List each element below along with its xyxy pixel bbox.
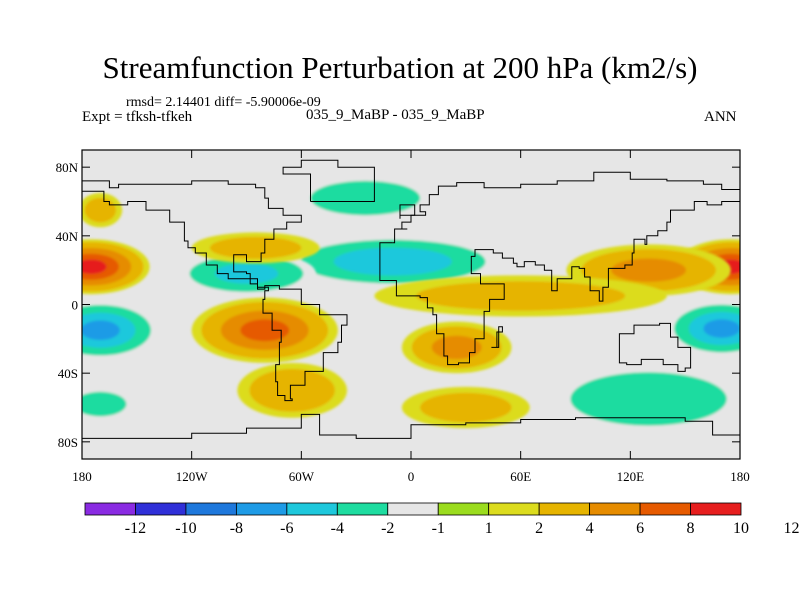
colorbar-label-2: -8: [230, 520, 243, 537]
anomaly-2: [82, 301, 159, 360]
colorbar-box-5: [336, 502, 389, 516]
colorbar-box-2: [185, 502, 237, 516]
coastline-2: [392, 171, 740, 244]
anomaly-0-level-4: [82, 259, 107, 274]
x-tick-label-5: 120E: [617, 469, 645, 484]
colorbar-label-11: 8: [687, 520, 695, 537]
anomaly-12-level-1: [84, 197, 116, 223]
colorbar-label-4: -4: [331, 520, 344, 537]
case-label: 035_9_MaBP - 035_9_MaBP: [306, 107, 485, 123]
colorbar-box-0: [84, 502, 136, 516]
coastline-4: [618, 322, 692, 372]
colorbar-box-10: [589, 502, 641, 516]
anomaly-13: [374, 275, 667, 317]
anomaly-7: [283, 235, 503, 288]
colorbar-box-7: [437, 502, 490, 516]
coastline-3: [379, 192, 740, 366]
colorbar-box-12: [690, 502, 742, 516]
colorbar-box-6: [387, 502, 439, 516]
coastline-6: [491, 326, 503, 348]
season-label: ANN: [704, 109, 737, 125]
colorbar-label-9: 4: [586, 520, 594, 537]
anomaly-14: [548, 364, 740, 434]
anomaly-9-level-1: [310, 180, 421, 216]
axes: 80N 40N 0 40S 80S 180 120W 60W 0 60E 120E 180: [56, 150, 750, 484]
y-tick-label-1: 40N: [56, 229, 79, 244]
colorbar-label-0: -12: [125, 520, 146, 537]
colorbar-label-1: -10: [175, 520, 196, 537]
coastline-0: [82, 180, 348, 402]
anomaly-11-level-1: [209, 236, 302, 259]
colorbar-box-11: [639, 502, 691, 516]
anomaly-12: [82, 192, 123, 228]
anomaly-6: [237, 362, 348, 418]
colorbar-label-8: 2: [535, 520, 543, 537]
colorbar-label-10: 6: [636, 520, 644, 537]
coastline-5: [82, 413, 740, 439]
colorbar-box-1: [135, 502, 187, 516]
anomaly-15: [401, 386, 530, 429]
anomaly-14-level-1: [570, 372, 727, 426]
coastlines: [82, 159, 740, 439]
anomaly-11: [191, 232, 320, 264]
x-tick-label-0: 180: [72, 469, 92, 484]
y-tick-label-3: 40S: [58, 366, 78, 381]
anomaly-16-level-1: [82, 391, 127, 417]
colorbar-box-8: [488, 502, 540, 516]
anomaly-7-level-2: [333, 247, 452, 276]
y-tick-label-2: 0: [72, 298, 79, 313]
colorbar: -12 -10 -8 -6 -4 -2 -1 1 2 4 6 8 10 12: [84, 502, 799, 537]
anomaly-0: [82, 239, 150, 295]
chart-title: Streamfunction Perturbation at 200 hPa (…: [102, 50, 698, 85]
anomaly-9: [288, 174, 443, 223]
y-tick-label-0: 80N: [56, 160, 79, 175]
coastline-1: [282, 159, 375, 202]
x-tick-label-2: 60W: [289, 469, 315, 484]
colorbar-label-12: 10: [733, 520, 749, 537]
coastline-7: [399, 204, 416, 219]
anomaly-6-level-1: [249, 368, 335, 412]
anomaly-5: [401, 321, 512, 374]
x-tick-label-3: 0: [408, 469, 415, 484]
x-tick-label-1: 120W: [176, 469, 209, 484]
colorbar-label-6: -1: [432, 520, 445, 537]
colorbar-label-5: -2: [381, 520, 394, 537]
anomaly-4: [191, 297, 338, 363]
anomaly-4-level-3: [240, 319, 290, 342]
anomaly-3: [666, 301, 740, 356]
colorbar-label-13: 12: [783, 520, 799, 537]
anomaly-10-level-2: [611, 258, 686, 282]
contour-field: [82, 174, 740, 434]
x-tick-label-4: 60E: [510, 469, 531, 484]
anomaly-2-level-3: [82, 320, 120, 340]
colorbar-label-7: 1: [485, 520, 493, 537]
colorbar-box-3: [235, 502, 288, 516]
y-tick-label-4: 80S: [58, 435, 78, 450]
colorbar-box-9: [538, 502, 591, 516]
anomaly-3-level-3: [703, 319, 740, 338]
anomaly-13-level-1: [416, 281, 626, 311]
anomaly-5-level-2: [431, 335, 482, 360]
colorbar-label-3: -6: [280, 520, 293, 537]
anomaly-16: [82, 386, 137, 422]
experiment-label: Expt = tfksh-tfkeh: [82, 109, 193, 125]
x-tick-label-6: 180: [730, 469, 750, 484]
colorbar-box-4: [286, 502, 338, 516]
anomaly-15-level-1: [420, 392, 512, 423]
rmsd-label: rmsd= 2.14401 diff= -5.90006e-09: [126, 95, 321, 110]
